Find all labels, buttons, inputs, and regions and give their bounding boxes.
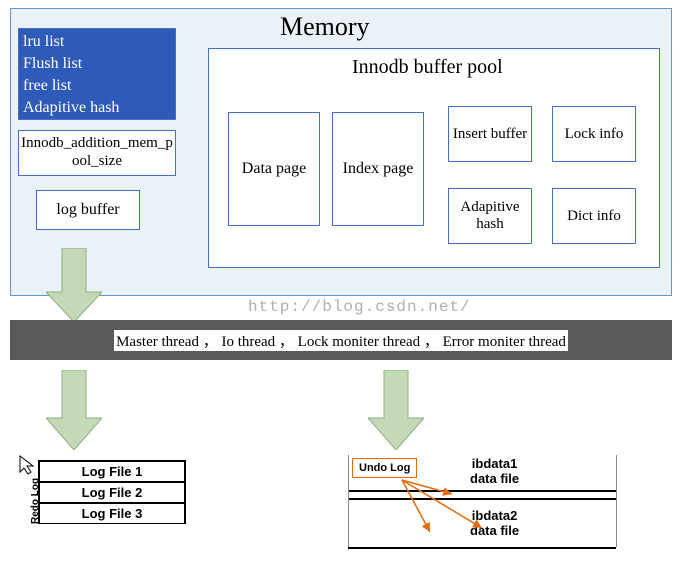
dict-info-box: Dict info xyxy=(552,188,636,244)
arrow-down-2 xyxy=(46,370,102,450)
log-file-row: Log File 3 xyxy=(39,503,185,523)
log-buffer-label: log buffer xyxy=(56,201,119,219)
vline xyxy=(348,455,349,547)
mem-pool-label: Innodb_addition_mem_pool_size xyxy=(19,134,175,170)
watermark-text: http://blog.csdn.net/ xyxy=(248,298,471,316)
index-page-box: Index page xyxy=(332,112,424,226)
undo-arrows xyxy=(352,476,572,546)
redo-log-block: Log File 1 Log File 2 Log File 3 xyxy=(38,460,186,524)
insert-buffer-label: Insert buffer xyxy=(453,126,527,143)
redo-log-label: Redo Log xyxy=(30,478,41,524)
list-item: free list xyxy=(23,75,171,97)
log-buffer-box: log buffer xyxy=(36,190,140,230)
adaptive-hash-label: Adapitive hash xyxy=(449,199,531,233)
index-page-label: Index page xyxy=(343,160,414,178)
dict-info-label: Dict info xyxy=(567,208,621,225)
lock-info-label: Lock info xyxy=(565,126,624,143)
undo-log-box: Undo Log xyxy=(352,458,417,478)
undo-log-label: Undo Log xyxy=(359,462,410,474)
adaptive-hash-box: Adapitive hash xyxy=(448,188,532,244)
lru-list-box: lru list Flush list free list Adapitive … xyxy=(18,28,176,120)
thread-bar-text: Master thread ， Io thread ， Lock moniter… xyxy=(116,334,566,350)
log-file-row: Log File 1 xyxy=(39,461,185,482)
mem-pool-box: Innodb_addition_mem_pool_size xyxy=(18,130,176,176)
list-item: Adapitive hash xyxy=(23,97,171,119)
log-file-row: Log File 2 xyxy=(39,482,185,503)
buffer-pool-title: Innodb buffer pool xyxy=(352,56,503,79)
arrow-down-3 xyxy=(368,370,424,450)
list-item: Flush list xyxy=(23,53,171,75)
list-item: lru list xyxy=(23,31,171,53)
memory-title: Memory xyxy=(280,12,370,42)
vline xyxy=(616,455,617,547)
hline xyxy=(348,547,616,549)
lock-info-box: Lock info xyxy=(552,106,636,162)
data-page-box: Data page xyxy=(228,112,320,226)
cursor-icon xyxy=(18,454,36,476)
data-page-label: Data page xyxy=(242,160,306,178)
insert-buffer-box: Insert buffer xyxy=(448,106,532,162)
arrow-down-1 xyxy=(46,248,102,322)
thread-bar: Master thread ， Io thread ， Lock moniter… xyxy=(10,320,672,360)
